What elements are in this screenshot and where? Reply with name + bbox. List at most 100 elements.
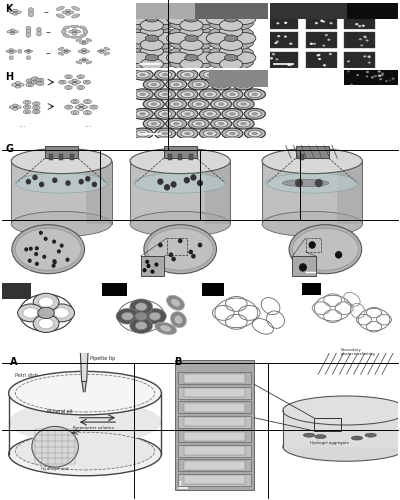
- Circle shape: [66, 10, 70, 12]
- FancyBboxPatch shape: [184, 402, 245, 412]
- Circle shape: [309, 130, 313, 132]
- Circle shape: [328, 88, 330, 90]
- Text: C: C: [5, 284, 12, 294]
- Ellipse shape: [209, 61, 224, 69]
- Circle shape: [33, 110, 40, 114]
- Ellipse shape: [63, 26, 70, 30]
- Circle shape: [338, 131, 340, 132]
- Circle shape: [386, 81, 387, 82]
- Ellipse shape: [130, 22, 145, 30]
- Circle shape: [366, 86, 368, 87]
- Circle shape: [31, 77, 39, 80]
- Circle shape: [68, 87, 69, 88]
- Circle shape: [82, 40, 86, 42]
- Circle shape: [76, 30, 80, 33]
- Circle shape: [181, 91, 194, 98]
- Circle shape: [82, 58, 86, 59]
- FancyBboxPatch shape: [130, 161, 230, 224]
- Circle shape: [162, 92, 168, 96]
- Circle shape: [6, 50, 10, 52]
- Circle shape: [368, 96, 371, 98]
- Circle shape: [78, 104, 84, 106]
- FancyBboxPatch shape: [136, 2, 196, 18]
- Circle shape: [35, 107, 38, 108]
- Ellipse shape: [130, 46, 145, 54]
- Circle shape: [199, 89, 220, 100]
- Circle shape: [29, 80, 30, 81]
- Circle shape: [334, 84, 336, 86]
- Circle shape: [189, 250, 192, 254]
- Circle shape: [368, 56, 370, 57]
- Circle shape: [321, 20, 323, 21]
- Ellipse shape: [86, 38, 92, 42]
- Circle shape: [80, 87, 82, 88]
- Circle shape: [364, 36, 366, 37]
- Circle shape: [84, 42, 88, 43]
- Circle shape: [285, 22, 286, 24]
- Circle shape: [65, 105, 73, 109]
- Circle shape: [220, 46, 243, 57]
- Circle shape: [270, 58, 272, 59]
- Circle shape: [191, 175, 196, 180]
- Circle shape: [275, 108, 276, 109]
- Circle shape: [226, 110, 239, 117]
- FancyBboxPatch shape: [178, 430, 251, 442]
- Circle shape: [78, 108, 84, 110]
- FancyBboxPatch shape: [205, 161, 230, 224]
- Circle shape: [84, 59, 88, 61]
- Circle shape: [9, 48, 14, 51]
- Circle shape: [19, 84, 24, 86]
- Circle shape: [336, 252, 342, 258]
- Ellipse shape: [76, 38, 82, 42]
- Ellipse shape: [130, 8, 145, 16]
- Circle shape: [284, 14, 286, 16]
- Circle shape: [23, 110, 31, 114]
- Circle shape: [90, 105, 98, 109]
- FancyBboxPatch shape: [189, 154, 193, 160]
- Circle shape: [323, 21, 325, 22]
- FancyBboxPatch shape: [178, 444, 251, 457]
- Circle shape: [25, 248, 28, 251]
- Ellipse shape: [169, 22, 185, 30]
- Circle shape: [10, 32, 15, 34]
- Circle shape: [26, 180, 30, 184]
- Circle shape: [36, 247, 38, 250]
- Ellipse shape: [104, 48, 110, 50]
- Circle shape: [388, 108, 391, 109]
- Circle shape: [132, 70, 153, 80]
- Circle shape: [130, 299, 152, 314]
- Circle shape: [166, 98, 187, 110]
- Circle shape: [140, 6, 164, 18]
- Circle shape: [172, 258, 175, 260]
- Circle shape: [203, 72, 216, 78]
- Circle shape: [85, 50, 90, 52]
- Ellipse shape: [62, 30, 66, 34]
- Circle shape: [308, 115, 309, 116]
- Circle shape: [40, 83, 41, 84]
- Circle shape: [9, 106, 14, 108]
- Circle shape: [173, 83, 180, 86]
- FancyBboxPatch shape: [2, 282, 31, 300]
- Circle shape: [372, 75, 375, 76]
- Circle shape: [316, 180, 322, 186]
- Circle shape: [330, 129, 332, 130]
- Ellipse shape: [79, 34, 86, 37]
- Circle shape: [79, 76, 82, 78]
- Ellipse shape: [104, 52, 110, 55]
- Ellipse shape: [15, 173, 108, 193]
- Circle shape: [38, 297, 54, 308]
- Ellipse shape: [198, 8, 214, 16]
- Circle shape: [72, 79, 77, 82]
- Ellipse shape: [134, 173, 226, 193]
- Circle shape: [27, 50, 30, 52]
- Circle shape: [372, 131, 374, 132]
- Circle shape: [72, 32, 77, 34]
- Circle shape: [195, 83, 202, 86]
- Circle shape: [358, 124, 359, 125]
- FancyBboxPatch shape: [168, 154, 172, 160]
- Circle shape: [33, 82, 37, 83]
- Ellipse shape: [262, 212, 362, 236]
- Circle shape: [86, 112, 89, 114]
- Circle shape: [136, 91, 149, 98]
- Ellipse shape: [11, 148, 112, 174]
